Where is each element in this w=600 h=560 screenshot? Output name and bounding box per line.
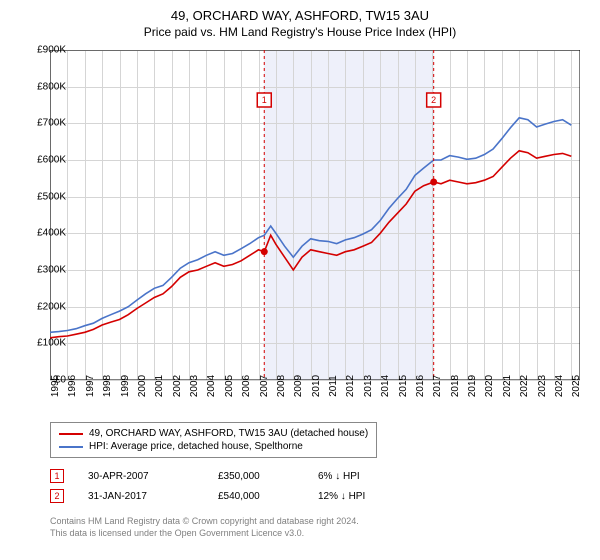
x-tick-label: 2018: [450, 375, 461, 397]
txn-row-date: 30-APR-2007: [88, 471, 218, 482]
chart-title: 49, ORCHARD WAY, ASHFORD, TW15 3AU: [0, 0, 600, 23]
txn-row-price: £540,000: [218, 491, 318, 502]
txn-row-marker: 2: [50, 489, 64, 503]
x-tick-label: 2025: [571, 375, 582, 397]
txn-dot-1: [261, 248, 268, 255]
txn-row-diff: 12% ↓ HPI: [318, 491, 408, 502]
y-tick-label: £100K: [37, 338, 66, 349]
y-tick-label: £600K: [37, 155, 66, 166]
x-tick-label: 2016: [415, 375, 426, 397]
legend-item-0: 49, ORCHARD WAY, ASHFORD, TW15 3AU (deta…: [59, 427, 368, 440]
x-tick-label: 2000: [137, 375, 148, 397]
txn-row-2: 2 31-JAN-2017£540,00012% ↓ HPI: [50, 486, 408, 506]
footer-line-1: Contains HM Land Registry data © Crown c…: [50, 516, 359, 528]
x-tick-label: 2004: [206, 375, 217, 397]
x-tick-label: 2010: [311, 375, 322, 397]
x-tick-label: 2021: [502, 375, 513, 397]
legend: 49, ORCHARD WAY, ASHFORD, TW15 3AU (deta…: [50, 422, 377, 458]
chart-container: 49, ORCHARD WAY, ASHFORD, TW15 3AU Price…: [0, 0, 600, 560]
txn-row-date: 31-JAN-2017: [88, 491, 218, 502]
x-tick-label: 2014: [380, 375, 391, 397]
x-tick-label: 2011: [328, 375, 339, 397]
txn-marker-text-1: 1: [262, 95, 267, 105]
series-line-1: [50, 118, 571, 332]
x-tick-label: 1997: [85, 375, 96, 397]
x-tick-label: 2024: [554, 375, 565, 397]
plot-area: 12: [50, 50, 580, 380]
x-tick-label: 2005: [224, 375, 235, 397]
x-tick-label: 2002: [172, 375, 183, 397]
txn-dot-2: [430, 179, 437, 186]
x-tick-label: 2015: [398, 375, 409, 397]
x-tick-label: 1999: [120, 375, 131, 397]
x-tick-label: 2012: [345, 375, 356, 397]
y-tick-label: £300K: [37, 265, 66, 276]
txn-row-diff: 6% ↓ HPI: [318, 471, 408, 482]
txn-row-1: 1 30-APR-2007£350,0006% ↓ HPI: [50, 466, 408, 486]
x-tick-label: 2007: [259, 375, 270, 397]
x-tick-label: 2006: [241, 375, 252, 397]
legend-swatch: [59, 433, 83, 435]
legend-label: HPI: Average price, detached house, Spel…: [89, 441, 303, 452]
footer-credits: Contains HM Land Registry data © Crown c…: [50, 516, 359, 539]
txn-marker-text-2: 2: [431, 95, 436, 105]
x-tick-label: 2019: [467, 375, 478, 397]
chart-svg: 12: [50, 50, 580, 380]
x-tick-label: 1995: [50, 375, 61, 397]
axis-border: [50, 50, 580, 380]
x-tick-label: 2013: [363, 375, 374, 397]
y-tick-label: £500K: [37, 191, 66, 202]
x-tick-label: 1998: [102, 375, 113, 397]
x-tick-label: 2001: [154, 375, 165, 397]
x-tick-label: 2008: [276, 375, 287, 397]
y-tick-label: £400K: [37, 228, 66, 239]
x-tick-label: 1996: [67, 375, 78, 397]
chart-subtitle: Price paid vs. HM Land Registry's House …: [0, 23, 600, 39]
legend-item-1: HPI: Average price, detached house, Spel…: [59, 440, 368, 453]
transaction-table: 1 30-APR-2007£350,0006% ↓ HPI 2 31-JAN-2017…: [50, 466, 408, 506]
y-tick-label: £200K: [37, 301, 66, 312]
y-tick-label: £900K: [37, 45, 66, 56]
y-tick-label: £800K: [37, 81, 66, 92]
x-tick-label: 2023: [537, 375, 548, 397]
x-tick-label: 2003: [189, 375, 200, 397]
x-tick-label: 2020: [484, 375, 495, 397]
txn-row-marker: 1: [50, 469, 64, 483]
x-tick-label: 2017: [432, 375, 443, 397]
legend-swatch: [59, 446, 83, 448]
legend-label: 49, ORCHARD WAY, ASHFORD, TW15 3AU (deta…: [89, 428, 368, 439]
txn-row-price: £350,000: [218, 471, 318, 482]
footer-line-2: This data is licensed under the Open Gov…: [50, 528, 359, 540]
y-tick-label: £700K: [37, 118, 66, 129]
x-tick-label: 2009: [293, 375, 304, 397]
x-tick-label: 2022: [519, 375, 530, 397]
series-line-0: [50, 151, 571, 338]
